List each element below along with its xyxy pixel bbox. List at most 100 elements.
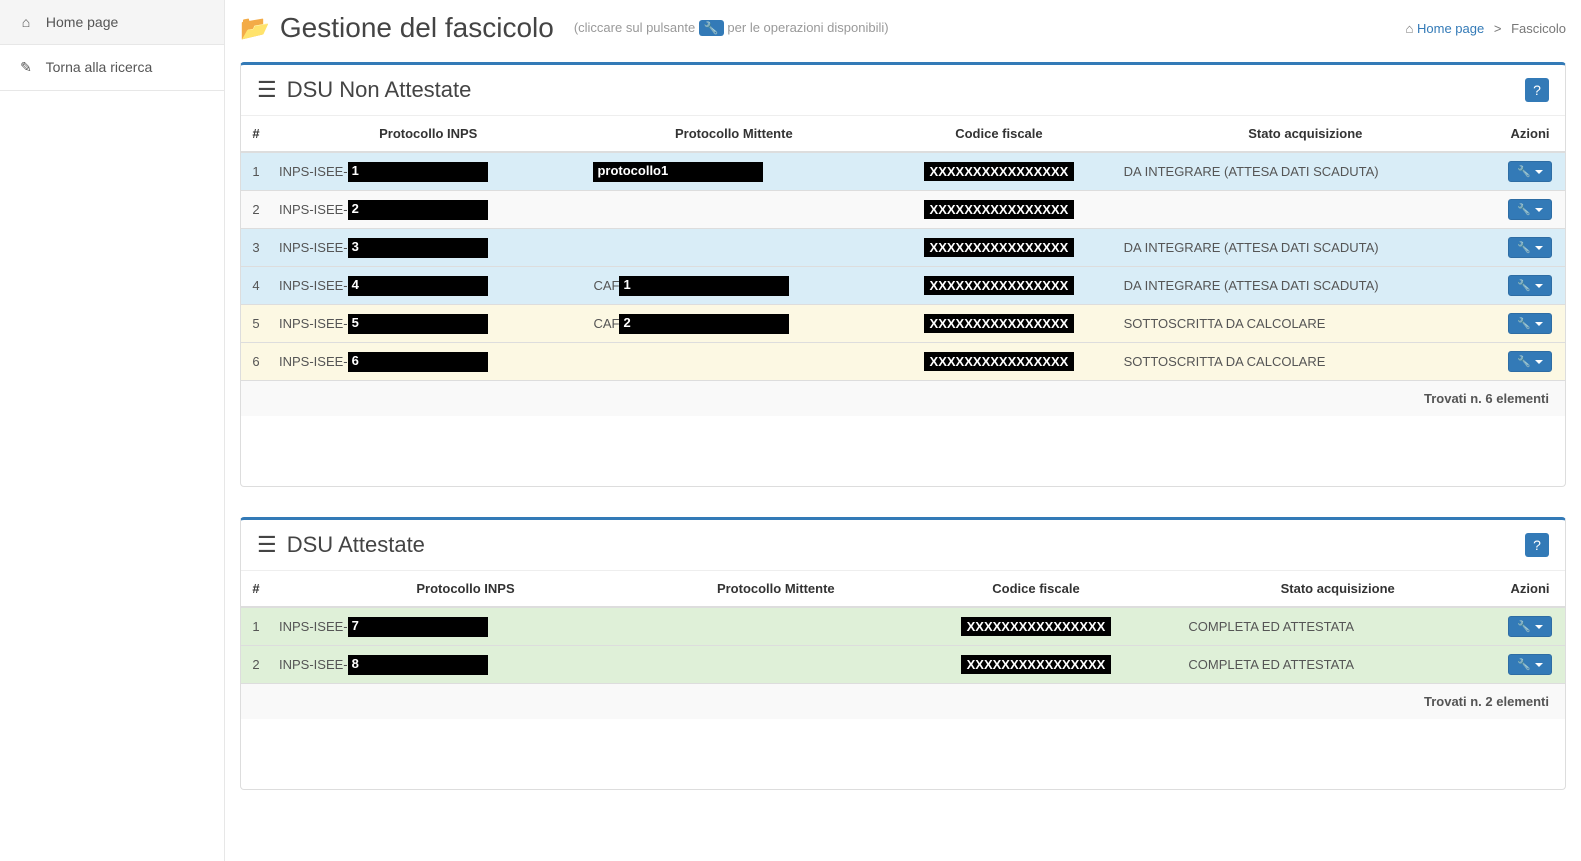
panel-dsu-non-attestate: ☰ DSU Non Attestate ? # Protocollo INPS … <box>240 62 1566 487</box>
table-row: 5INPS-ISEE-5CAF2XXXXXXXXXXXXXXXXSOTTOSCR… <box>241 305 1565 343</box>
help-button[interactable]: ? <box>1525 78 1549 102</box>
table-non-attestate: # Protocollo INPS Protocollo Mittente Co… <box>241 116 1565 380</box>
help-button[interactable]: ? <box>1525 533 1549 557</box>
cell-actions: 🔧 <box>1495 267 1565 305</box>
cell-proto-inps: INPS-ISEE-1 <box>271 152 585 191</box>
redacted-text: XXXXXXXXXXXXXXXX <box>924 162 1075 181</box>
cell-stato: COMPLETA ED ATTESTATA <box>1180 607 1495 646</box>
row-index: 2 <box>241 191 271 229</box>
panel-title: DSU Non Attestate <box>287 77 472 103</box>
sidebar-item-home[interactable]: ⌂ Home page <box>0 0 224 45</box>
sidebar-item-back[interactable]: ✎ Torna alla ricerca <box>0 45 224 91</box>
col-stato: Stato acquisizione <box>1116 116 1495 152</box>
cell-actions: 🔧 <box>1495 646 1565 684</box>
row-actions-button[interactable]: 🔧 <box>1508 616 1552 637</box>
cell-stato: DA INTEGRARE (ATTESA DATI SCADUTA) <box>1116 229 1495 267</box>
wrench-icon: 🔧 <box>1517 241 1531 254</box>
sidebar-item-label: Home page <box>46 14 118 30</box>
col-proto-inps: Protocollo INPS <box>271 571 660 607</box>
cell-stato: DA INTEGRARE (ATTESA DATI SCADUTA) <box>1116 267 1495 305</box>
redacted-text: 2 <box>619 314 789 334</box>
row-actions-button[interactable]: 🔧 <box>1508 351 1552 372</box>
home-icon: ⌂ <box>18 14 34 30</box>
wrench-icon: 🔧 <box>699 20 724 36</box>
cell-stato: SOTTOSCRITTA DA CALCOLARE <box>1116 343 1495 381</box>
main-content: 📂 Gestione del fascicolo (cliccare sul p… <box>225 0 1581 861</box>
page-header: 📂 Gestione del fascicolo (cliccare sul p… <box>240 0 1566 62</box>
redacted-text: XXXXXXXXXXXXXXXX <box>924 314 1075 333</box>
list-icon: ☰ <box>257 532 277 558</box>
caret-down-icon <box>1535 625 1543 629</box>
row-actions-button[interactable]: 🔧 <box>1508 275 1552 296</box>
cell-proto-inps: INPS-ISEE-6 <box>271 343 585 381</box>
col-cf: Codice fiscale <box>882 116 1115 152</box>
panel-dsu-attestate: ☰ DSU Attestate ? # Protocollo INPS Prot… <box>240 517 1566 790</box>
cell-actions: 🔧 <box>1495 305 1565 343</box>
row-actions-button[interactable]: 🔧 <box>1508 654 1552 675</box>
row-index: 1 <box>241 607 271 646</box>
page-subtitle: (cliccare sul pulsante 🔧 per le operazio… <box>574 20 889 37</box>
cell-proto-mitt <box>585 229 882 267</box>
table-row: 2INPS-ISEE-8XXXXXXXXXXXXXXXXCOMPLETA ED … <box>241 646 1565 684</box>
home-icon: ⌂ <box>1406 21 1414 36</box>
cell-stato <box>1116 191 1495 229</box>
cell-cf: XXXXXXXXXXXXXXXX <box>882 305 1115 343</box>
cell-proto-inps: INPS-ISEE-2 <box>271 191 585 229</box>
row-index: 1 <box>241 152 271 191</box>
redacted-text: XXXXXXXXXXXXXXXX <box>961 617 1112 636</box>
caret-down-icon <box>1535 208 1543 212</box>
redacted-text: 1 <box>348 162 488 182</box>
row-actions-button[interactable]: 🔧 <box>1508 237 1552 258</box>
table-row: 2INPS-ISEE-2XXXXXXXXXXXXXXXX🔧 <box>241 191 1565 229</box>
redacted-text: 3 <box>348 238 488 258</box>
table-row: 4INPS-ISEE-4CAF1 XXXXXXXXXXXXXXXX DA INTEG… <box>241 267 1565 305</box>
caret-down-icon <box>1535 170 1543 174</box>
wrench-icon: 🔧 <box>1517 279 1531 292</box>
cell-actions: 🔧 <box>1495 607 1565 646</box>
cell-proto-inps: INPS-ISEE-7 <box>271 607 660 646</box>
cell-proto-mitt: CAF1 <box>585 267 882 305</box>
table-footer: Trovati n. 2 elementi <box>241 683 1565 719</box>
wrench-icon: 🔧 <box>1517 203 1531 216</box>
cell-proto-mitt: protocollo1 <box>585 152 882 191</box>
cell-proto-inps: INPS-ISEE-8 <box>271 646 660 684</box>
cell-proto-mitt: CAF2 <box>585 305 882 343</box>
redacted-text: 7 <box>348 617 488 637</box>
col-proto-mitt: Protocollo Mittente <box>585 116 882 152</box>
row-actions-button[interactable]: 🔧 <box>1508 313 1552 334</box>
breadcrumb-home[interactable]: Home page <box>1417 21 1484 36</box>
cell-cf: XXXXXXXXXXXXXXXX <box>892 607 1181 646</box>
sidebar-item-label: Torna alla ricerca <box>46 59 153 75</box>
cell-proto-inps: INPS-ISEE-4 <box>271 267 585 305</box>
cell-cf: XXXXXXXXXXXXXXXX <box>892 646 1181 684</box>
sidebar: ⌂ Home page ✎ Torna alla ricerca <box>0 0 225 861</box>
caret-down-icon <box>1535 360 1543 364</box>
row-actions-button[interactable]: 🔧 <box>1508 161 1552 182</box>
col-idx: # <box>241 571 271 607</box>
table-row: 1INPS-ISEE-7 XXXXXXXXXXXXXXXX COMPLETA ED … <box>241 607 1565 646</box>
col-idx: # <box>241 116 271 152</box>
row-index: 4 <box>241 267 271 305</box>
row-index: 5 <box>241 305 271 343</box>
caret-down-icon <box>1535 284 1543 288</box>
table-row: 3INPS-ISEE-3XXXXXXXXXXXXXXXXDA INTEGRARE… <box>241 229 1565 267</box>
cell-proto-mitt <box>585 191 882 229</box>
wrench-icon: 🔧 <box>1517 658 1531 671</box>
redacted-text: 4 <box>348 276 488 296</box>
caret-down-icon <box>1535 322 1543 326</box>
cell-stato: SOTTOSCRITTA DA CALCOLARE <box>1116 305 1495 343</box>
folder-icon: 📂 <box>240 14 270 43</box>
redacted-text: 2 <box>348 200 488 220</box>
cell-actions: 🔧 <box>1495 343 1565 381</box>
cell-proto-mitt <box>660 607 892 646</box>
redacted-text: XXXXXXXXXXXXXXXX <box>924 276 1075 295</box>
cell-proto-inps: INPS-ISEE-3 <box>271 229 585 267</box>
col-azioni: Azioni <box>1495 571 1565 607</box>
list-icon: ☰ <box>257 77 277 103</box>
row-index: 3 <box>241 229 271 267</box>
cell-actions: 🔧 <box>1495 152 1565 191</box>
row-index: 6 <box>241 343 271 381</box>
col-proto-mitt: Protocollo Mittente <box>660 571 892 607</box>
redacted-text: XXXXXXXXXXXXXXXX <box>961 655 1112 674</box>
row-actions-button[interactable]: 🔧 <box>1508 199 1552 220</box>
